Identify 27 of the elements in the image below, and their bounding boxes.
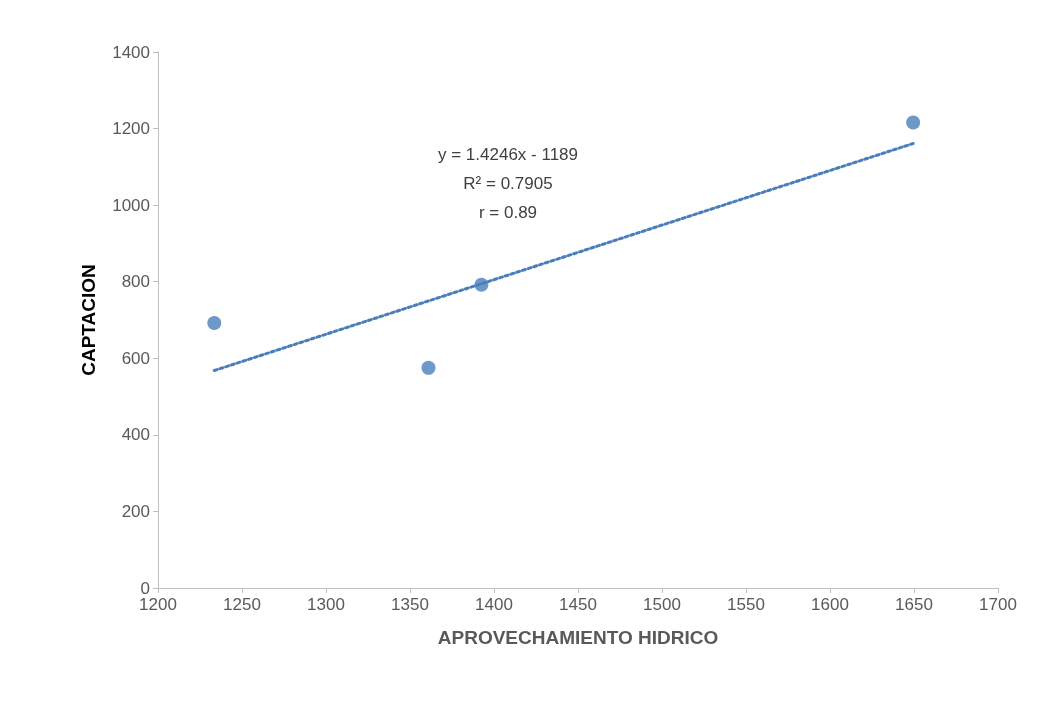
point xyxy=(421,360,436,375)
y-tick-label: 1400 xyxy=(112,42,150,62)
y-axis-title: CAPTACION xyxy=(78,264,99,376)
annotation: y = 1.4246x - 1189 xyxy=(437,145,579,164)
y-tick-label: 1000 xyxy=(112,195,150,215)
x-tick-label: 1700 xyxy=(979,595,1017,614)
x-tick-label: 1400 xyxy=(475,595,513,614)
annotation: r = 0.89 xyxy=(478,203,538,222)
x-tick-label: 1650 xyxy=(895,595,933,614)
x-tick-label: 1300 xyxy=(307,595,345,614)
x-tick-label: 1250 xyxy=(223,595,261,614)
point xyxy=(906,115,921,130)
x-tick-label: 1550 xyxy=(727,595,765,614)
y-tick-label: 400 xyxy=(121,425,150,445)
x-tick-label: 1600 xyxy=(811,595,849,614)
y-tick-label: 200 xyxy=(121,501,150,521)
y-tick-label: 600 xyxy=(121,348,150,368)
point xyxy=(207,316,222,331)
x-axis-title: APROVECHAMIENTO HIDRICO xyxy=(437,627,719,648)
x-tick-label: 1350 xyxy=(391,595,429,614)
annotation: R² = 0.7905 xyxy=(463,174,553,193)
y-tick-label: 0 xyxy=(140,578,150,598)
y-tick-label: 1200 xyxy=(112,119,150,139)
x-tick-label: 1500 xyxy=(643,595,681,614)
x-tick-label: 1450 xyxy=(559,595,597,614)
y-tick-label: 800 xyxy=(121,272,150,292)
x-tick-label: 1200 xyxy=(139,595,177,614)
